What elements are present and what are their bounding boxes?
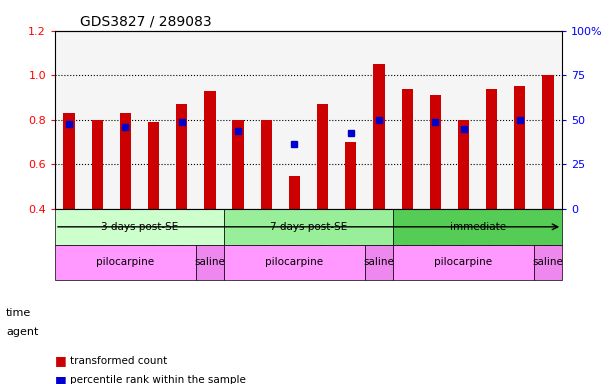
- Text: pilocarpine: pilocarpine: [434, 258, 492, 268]
- FancyBboxPatch shape: [393, 245, 534, 280]
- Bar: [337, 31, 365, 209]
- FancyBboxPatch shape: [55, 209, 224, 245]
- Bar: [148, 122, 159, 209]
- Bar: [176, 104, 188, 209]
- Bar: [486, 89, 497, 209]
- Text: time: time: [6, 308, 31, 318]
- Bar: [430, 95, 441, 209]
- Text: saline: saline: [364, 258, 395, 268]
- Bar: [478, 31, 506, 209]
- FancyBboxPatch shape: [55, 245, 196, 280]
- Bar: [373, 64, 385, 209]
- FancyBboxPatch shape: [224, 245, 365, 280]
- Bar: [309, 31, 337, 209]
- Bar: [167, 31, 196, 209]
- Bar: [393, 31, 421, 209]
- Text: GDS3827 / 289083: GDS3827 / 289083: [81, 14, 212, 28]
- FancyBboxPatch shape: [365, 245, 393, 280]
- Bar: [252, 31, 280, 209]
- Text: 3 days post-SE: 3 days post-SE: [101, 222, 178, 232]
- Bar: [401, 89, 413, 209]
- Bar: [280, 31, 309, 209]
- FancyBboxPatch shape: [224, 209, 393, 245]
- Bar: [196, 31, 224, 209]
- Text: saline: saline: [194, 258, 225, 268]
- Text: immediate: immediate: [450, 222, 506, 232]
- Bar: [83, 31, 111, 209]
- Bar: [289, 175, 300, 209]
- Bar: [421, 31, 450, 209]
- Text: ■: ■: [55, 374, 67, 384]
- Text: pilocarpine: pilocarpine: [97, 258, 155, 268]
- Bar: [224, 31, 252, 209]
- FancyBboxPatch shape: [393, 209, 562, 245]
- Text: ■: ■: [55, 354, 67, 367]
- Bar: [450, 31, 478, 209]
- Bar: [139, 31, 167, 209]
- FancyBboxPatch shape: [196, 245, 224, 280]
- Text: transformed count: transformed count: [70, 356, 167, 366]
- Bar: [514, 86, 525, 209]
- Bar: [317, 104, 328, 209]
- Bar: [534, 31, 562, 209]
- Bar: [111, 31, 139, 209]
- Text: 7 days post-SE: 7 days post-SE: [270, 222, 347, 232]
- Bar: [204, 91, 216, 209]
- Text: pilocarpine: pilocarpine: [265, 258, 324, 268]
- Bar: [120, 113, 131, 209]
- Bar: [232, 120, 244, 209]
- Bar: [55, 31, 83, 209]
- Bar: [64, 113, 75, 209]
- Text: saline: saline: [533, 258, 563, 268]
- Bar: [92, 120, 103, 209]
- Bar: [543, 75, 554, 209]
- FancyBboxPatch shape: [534, 245, 562, 280]
- Bar: [365, 31, 393, 209]
- Bar: [458, 120, 469, 209]
- Text: agent: agent: [6, 327, 38, 337]
- Text: percentile rank within the sample: percentile rank within the sample: [70, 375, 246, 384]
- Bar: [345, 142, 356, 209]
- Bar: [506, 31, 534, 209]
- Bar: [261, 120, 272, 209]
